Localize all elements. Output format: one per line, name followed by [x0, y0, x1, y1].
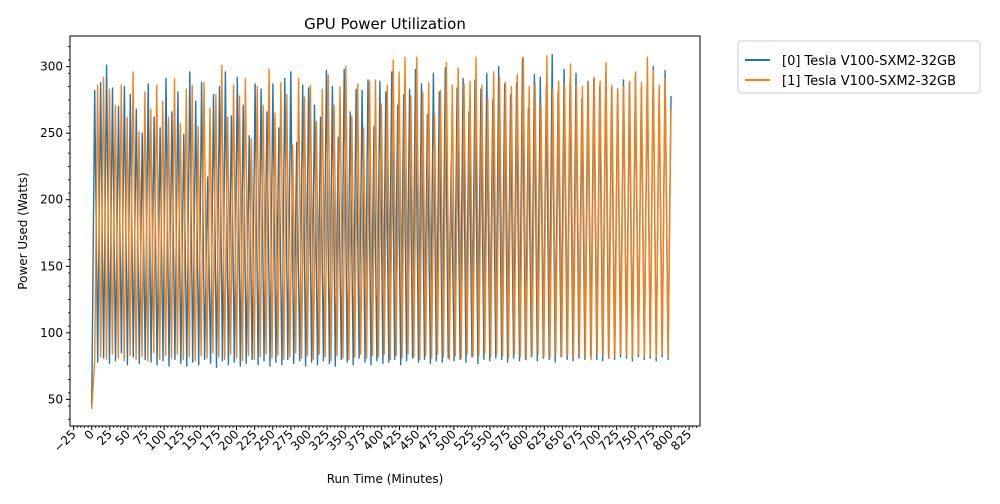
y-tick-label: 300 — [40, 60, 63, 74]
y-tick-label: 250 — [40, 126, 63, 140]
legend: [0] Tesla V100-SXM2-32GB [1] Tesla V100-S… — [737, 40, 981, 94]
x-tick-label: 825 — [668, 427, 694, 453]
y-axis: 50 100 150 200 250 300 — [40, 46, 70, 420]
y-axis-label: Power Used (Watts) — [16, 172, 30, 289]
legend-label-1: [1] Tesla V100-SXM2-32GB — [782, 74, 956, 89]
series-line-1 — [91, 55, 672, 409]
legend-label-0: [0] Tesla V100-SXM2-32GB — [782, 54, 956, 69]
y-tick-label: 200 — [40, 193, 63, 207]
y-tick-label: 100 — [40, 326, 63, 340]
x-axis: −25 0255075100125150175200225250275300325… — [51, 426, 697, 455]
legend-box — [737, 40, 981, 94]
x-tick-label: −25 — [51, 427, 79, 455]
x-axis-label: Run Time (Minutes) — [327, 472, 444, 486]
x-tick-label: 0 — [82, 427, 97, 442]
plot-series — [91, 53, 672, 409]
chart-title: GPU Power Utilization — [304, 15, 466, 33]
y-tick-label: 150 — [40, 259, 63, 273]
y-tick-label: 50 — [48, 392, 63, 406]
